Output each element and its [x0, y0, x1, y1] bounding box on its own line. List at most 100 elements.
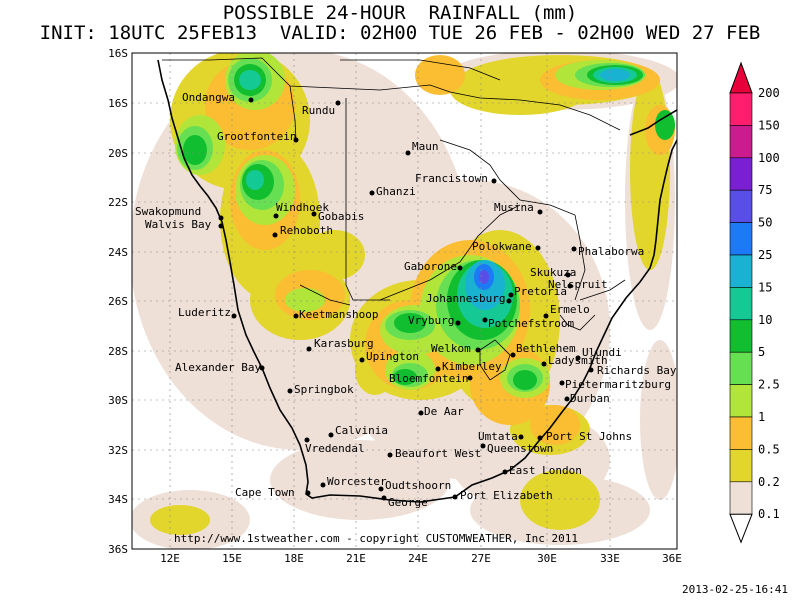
legend-label: 2.5: [758, 378, 780, 392]
city-label: Nelspruit: [548, 278, 608, 291]
lat-label: 28S: [108, 345, 128, 358]
city-marker: Port Elizabeth: [452, 489, 553, 502]
grid: [132, 53, 677, 549]
legend-swatch: [729, 384, 753, 418]
copyright-credit: http://www.1stweather.com - copyright CU…: [174, 532, 578, 545]
lon-label: 21E: [346, 552, 366, 565]
city-marker: Vryburg: [408, 314, 461, 327]
city-label: De Aar: [424, 405, 464, 418]
city-marker: Springbok: [287, 383, 354, 396]
legend-label: 0.5: [758, 442, 780, 456]
city-label: George: [388, 496, 428, 509]
city-label: Francistown: [415, 172, 488, 185]
city-label: Bethlehem: [516, 342, 576, 355]
borders: [162, 57, 626, 381]
city-label: Umtata: [478, 430, 518, 443]
city-label: Port Elizabeth: [460, 489, 553, 502]
city-label: Port St Johns: [546, 430, 632, 443]
city-marker: Karasburg: [306, 337, 374, 352]
city-marker: Ladysmith: [541, 354, 608, 367]
city-label: Phalaborwa: [578, 245, 644, 258]
city-marker: Ermelo: [543, 303, 590, 319]
lat-label: 26S: [108, 295, 128, 308]
city-marker: Oudtshoorn: [378, 479, 451, 492]
legend-swatch: [729, 92, 753, 126]
legend-label: 150: [758, 118, 780, 132]
lat-label: 36S: [108, 543, 128, 556]
legend-swatch: [729, 189, 753, 223]
legend-swatch: [729, 416, 753, 450]
city-label: Vredendal: [305, 442, 365, 455]
city-label: East London: [509, 464, 582, 477]
city-marker: Johannesburg: [426, 292, 512, 305]
lat-label: 24S: [108, 246, 128, 259]
lat-label: 16S: [108, 97, 128, 110]
city-label: Springbok: [294, 383, 354, 396]
lon-label: 30E: [537, 552, 557, 565]
city-marker: Swakopmund: [135, 205, 224, 221]
city-marker: Rehoboth: [272, 224, 333, 238]
lon-label: 24E: [408, 552, 428, 565]
city-label: Pretoria: [514, 285, 567, 298]
city-marker: Port St Johns: [537, 430, 632, 443]
legend-arrow-bottom: [729, 513, 753, 544]
legend-label: 15: [758, 280, 772, 294]
city-marker: Bloemfontein: [389, 372, 473, 385]
city-marker: Phalaborwa: [571, 245, 644, 258]
city-marker: Maun: [405, 140, 439, 156]
city-marker: Walvis Bay: [145, 218, 224, 231]
lat-label: 20S: [108, 147, 128, 160]
city-marker: Musina: [494, 201, 543, 215]
city-marker: Durban: [564, 392, 610, 405]
city-marker: Alexander Bay: [175, 361, 265, 374]
city-label: Ladysmith: [548, 354, 608, 367]
legend-label: 75: [758, 183, 772, 197]
city-label: Ondangwa: [182, 91, 235, 104]
city-label: Bloemfontein: [389, 372, 468, 385]
city-label: Ulundi: [582, 346, 622, 359]
city-marker: Potchefstroom: [482, 317, 574, 330]
rainfall-field: [132, 53, 677, 549]
legend-swatch: [729, 222, 753, 256]
city-marker: Calvinia: [328, 424, 388, 438]
lat-axis: 16S 16S 20S 22S 24S 26S 28S 30S 32S 34S …: [108, 47, 128, 556]
city-marker: Richards Bay: [588, 364, 677, 377]
city-label: Gobabis: [318, 210, 364, 223]
lon-label: 27E: [471, 552, 491, 565]
city-label: Alexander Bay: [175, 361, 261, 374]
city-marker: Beaufort West: [387, 447, 481, 460]
map-subtitle: INIT: 18UTC 25FEB13 VALID: 02H00 TUE 26 …: [39, 22, 761, 44]
city-label: Rundu: [302, 104, 335, 117]
lon-label: 33E: [600, 552, 620, 565]
legend: 200 150 100 75 50 25 15 10 5 2.5 1 0.5 0.2 0.1: [729, 61, 780, 544]
city-marker: De Aar: [418, 405, 464, 418]
rainfall-max: [479, 270, 489, 284]
city-marker: Pietermaritzburg: [559, 378, 671, 391]
lon-label: 15E: [222, 552, 242, 565]
legend-label: 5: [758, 345, 765, 359]
legend-swatch: [729, 449, 753, 483]
city-label: Maun: [412, 140, 439, 153]
city-marker: Bethlehem: [510, 342, 576, 358]
timestamp: 2013-02-25-16:41: [682, 583, 788, 596]
lat-label: 22S: [108, 196, 128, 209]
city-marker: Keetmanshoop: [293, 308, 378, 321]
city-marker: Francistown: [415, 172, 497, 185]
lat-label: 34S: [108, 493, 128, 506]
city-marker: Kimberley: [435, 360, 502, 373]
city-marker: Upington: [359, 350, 419, 363]
lat-label: 32S: [108, 444, 128, 457]
city-label: Vryburg: [408, 314, 454, 327]
legend-swatch: [729, 481, 753, 515]
city-marker: Worcester: [320, 475, 387, 488]
city-label: Welkom: [431, 342, 471, 355]
city-label: Rehoboth: [280, 224, 333, 237]
city-label: Walvis Bay: [145, 218, 212, 231]
city-label: Musina: [494, 201, 534, 214]
city-marker: Gobabis: [311, 210, 364, 223]
city-label: Worcester: [327, 475, 387, 488]
city-label: Ghanzi: [376, 185, 416, 198]
city-label: Polokwane: [472, 240, 532, 253]
city-marker: Luderitz: [178, 306, 237, 319]
